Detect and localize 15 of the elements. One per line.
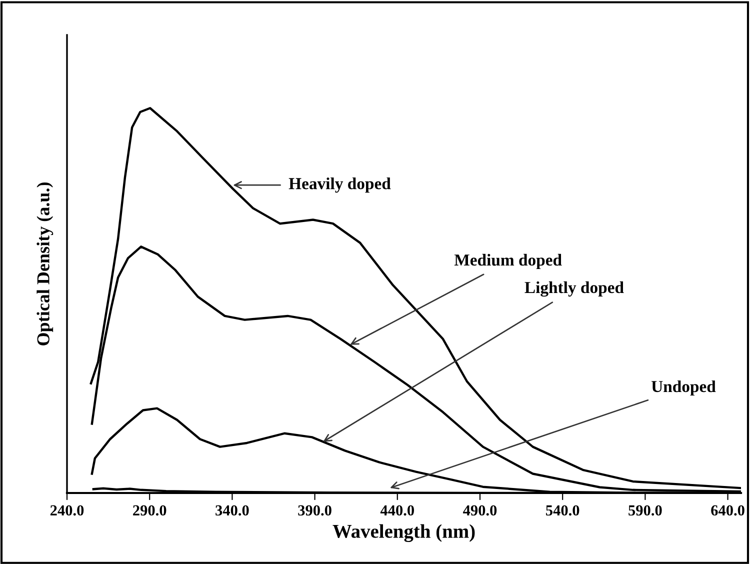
x-tick-label: 340.0 [216,505,249,516]
annotation: Undoped [651,380,716,396]
x-tick-label: 290.0 [133,505,166,516]
annotation: Lightly doped [524,281,624,297]
x-tick-label: 590.0 [628,505,662,516]
x-tick-label: 490.0 [463,505,497,516]
annotation: Heavily doped [288,178,391,193]
x-tick-label: 240.0 [50,505,84,516]
x-tick-label: 390.0 [298,505,332,516]
x-axis-title: Wavelength (nm) [332,524,475,542]
y-axis-title: Optical Density (a.u.) [36,182,54,346]
annotation: Medium doped [454,254,562,270]
x-tick-label: 540.0 [546,505,580,516]
x-tick-label: 440.0 [380,505,414,516]
x-tick-label: 640.0 [711,505,744,516]
